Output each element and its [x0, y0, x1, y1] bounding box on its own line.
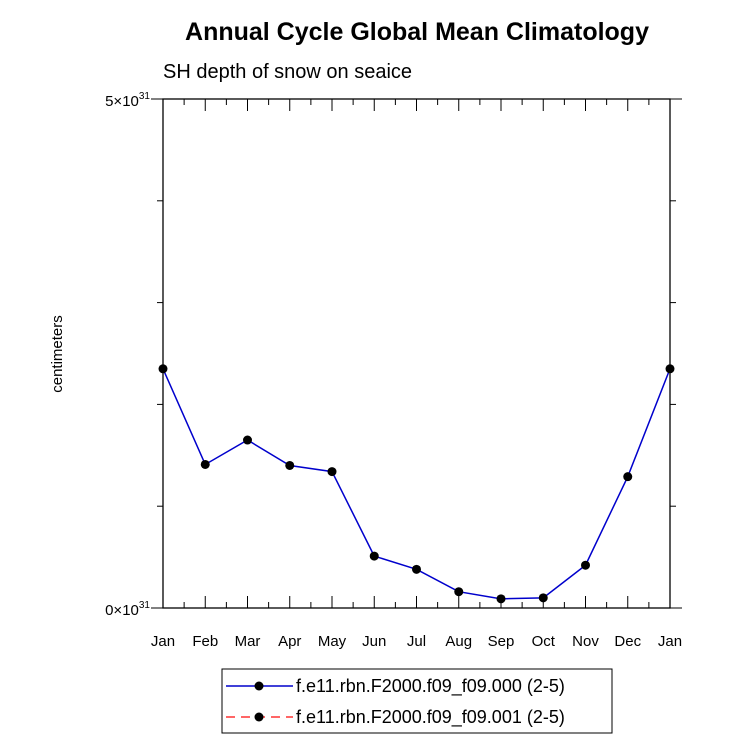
y-tick-label-min: 0×1031 — [105, 600, 150, 619]
data-point — [665, 364, 675, 374]
x-tick-label: Feb — [192, 633, 218, 650]
x-tick-label: Mar — [235, 633, 261, 650]
data-point — [285, 460, 295, 470]
data-point — [243, 435, 252, 445]
data-point — [412, 564, 421, 574]
chart-title: Annual Cycle Global Mean Climatology — [185, 18, 649, 46]
data-point — [158, 364, 168, 374]
x-tick-label: Aug — [445, 633, 472, 650]
x-tick-label: Jan — [151, 633, 175, 650]
y-tick-min-mantissa: 0 — [105, 602, 113, 619]
y-tick-min-exponent: 31 — [139, 600, 151, 611]
x-tick-label: Oct — [532, 633, 556, 650]
x-tick-label: Sep — [488, 633, 515, 650]
series-group — [158, 364, 675, 604]
data-point — [454, 587, 464, 597]
data-point — [327, 467, 337, 477]
y-tick-min-times: × — [113, 602, 122, 619]
y-tick-max-base: 10 — [122, 93, 139, 110]
y-tick-max-exponent: 31 — [139, 91, 151, 102]
data-point — [369, 551, 379, 561]
data-point — [581, 560, 590, 570]
legend-box — [221, 668, 613, 734]
data-point — [538, 593, 548, 603]
legend-marker-series-0 — [254, 681, 264, 691]
data-point — [496, 594, 506, 604]
x-tick-label: Apr — [278, 633, 301, 650]
x-tick-label: Jan — [658, 633, 682, 650]
series-line-0 — [162, 368, 671, 600]
axis-ticks — [151, 98, 682, 609]
y-axis-label: centimeters — [49, 315, 66, 393]
plot-area-frame — [162, 98, 671, 609]
chart-subtitle: SH depth of snow on seaice — [163, 61, 412, 83]
y-tick-max-times: × — [113, 93, 122, 110]
legend-marker-series-1 — [254, 712, 264, 722]
legend: f.e11.rbn.F2000.f09_f09.000 (2-5) f.e11.… — [221, 668, 613, 734]
x-tick-label: Jun — [362, 633, 386, 650]
y-tick-label-max: 5×1031 — [105, 91, 150, 110]
legend-label-series-0: f.e11.rbn.F2000.f09_f09.000 (2-5) — [296, 676, 565, 697]
x-tick-label: Dec — [614, 633, 641, 650]
y-tick-max-mantissa: 5 — [105, 93, 113, 110]
x-tick-label: Jul — [407, 633, 426, 650]
y-tick-min-base: 10 — [122, 602, 139, 619]
data-point — [200, 459, 210, 469]
x-tick-label: Nov — [572, 633, 599, 650]
x-axis-tick-labels: Jan Feb Mar Apr May Jun Jul Aug Sep Oct Nov Dec Jan — [151, 633, 682, 650]
data-point — [623, 472, 633, 482]
legend-label-series-1: f.e11.rbn.F2000.f09_f09.001 (2-5) — [296, 707, 565, 728]
x-tick-label: May — [318, 633, 347, 650]
